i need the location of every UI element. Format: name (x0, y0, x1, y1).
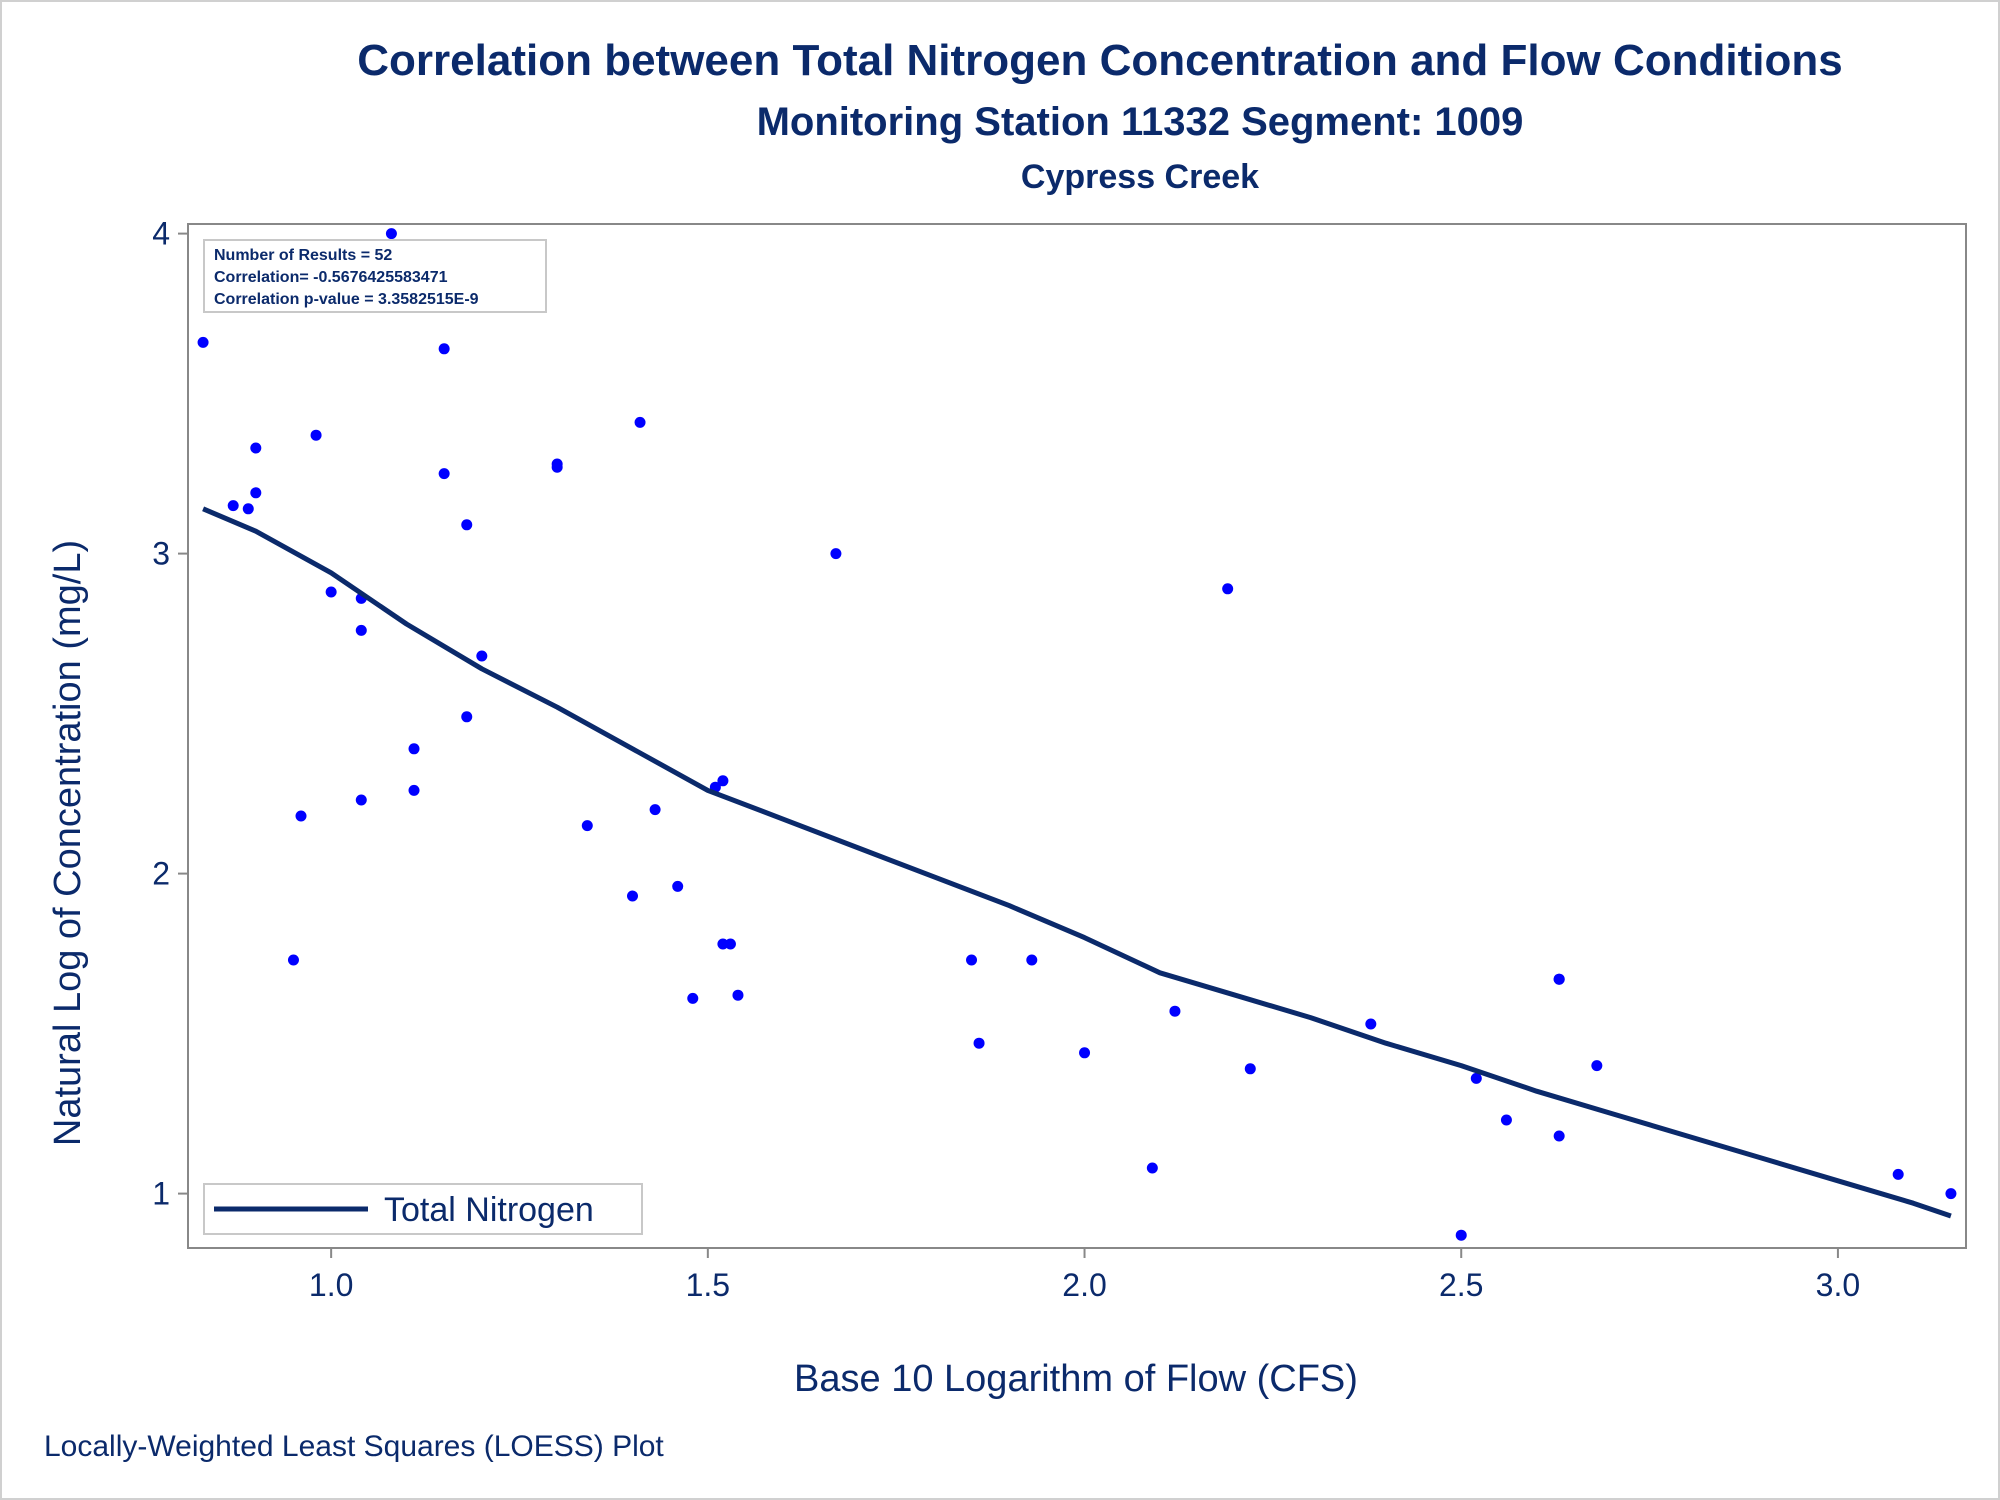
data-point (295, 810, 307, 822)
footnote: Locally-Weighted Least Squares (LOESS) P… (44, 1430, 664, 1463)
x-tick-label: 1.5 (686, 1267, 730, 1303)
stats-box: Number of Results = 52 Correlation= -0.5… (203, 239, 547, 313)
series-line-total-nitrogen (202, 506, 1952, 1219)
data-point (310, 429, 322, 441)
data-point (973, 1037, 985, 1049)
data-point (476, 650, 488, 662)
data-point (355, 794, 367, 806)
loess-line (202, 506, 1952, 1219)
data-point (1079, 1047, 1091, 1059)
x-tick-label: 2.0 (1062, 1267, 1106, 1303)
data-point (408, 784, 420, 796)
data-point (227, 500, 239, 512)
stats-box-frame (203, 239, 547, 313)
legend-label: Total Nitrogen (384, 1191, 594, 1229)
data-point (385, 228, 397, 240)
data-point (551, 461, 563, 473)
data-point (717, 775, 729, 787)
x-tick-label: 3.0 (1816, 1267, 1860, 1303)
plot-area-frame (187, 223, 1967, 1249)
data-point (649, 804, 661, 816)
chart-subtitle-secondary: Cypress Creek (1020, 158, 1260, 196)
data-point (250, 442, 262, 454)
data-point (1591, 1060, 1603, 1072)
data-point (581, 820, 593, 832)
legend: Total Nitrogen (203, 1183, 643, 1235)
data-point (197, 336, 209, 348)
data-point (1892, 1168, 1904, 1180)
data-point (242, 503, 254, 515)
data-point (687, 992, 699, 1004)
y-tick-label: 4 (152, 216, 170, 252)
chart-subtitle: Monitoring Station 11332 Segment: 1009 (756, 100, 1524, 144)
data-point (717, 938, 729, 950)
x-tick-label: 2.5 (1439, 1267, 1483, 1303)
data-point (1553, 973, 1565, 985)
data-point (1553, 1130, 1565, 1142)
stats-p-value: Correlation p-value = 3.3582515E-9 (214, 291, 479, 308)
data-points (197, 228, 1957, 1241)
data-point (1500, 1114, 1512, 1126)
data-point (461, 711, 473, 723)
y-tick-label: 3 (152, 536, 170, 572)
data-point (1222, 583, 1234, 595)
data-point (250, 487, 262, 499)
stats-correlation: Correlation= -0.5676425583471 (214, 269, 448, 286)
y-axis-title: Natural Log of Concentration (mg/L) (47, 540, 89, 1146)
data-point (724, 938, 736, 950)
x-tick-label: 1.0 (309, 1267, 353, 1303)
data-point (966, 954, 978, 966)
y-tick-label: 1 (152, 1176, 170, 1212)
data-point (287, 954, 299, 966)
data-point (438, 468, 450, 480)
data-point (355, 624, 367, 636)
data-point (830, 548, 842, 560)
data-point (1365, 1018, 1377, 1030)
data-point (438, 343, 450, 355)
data-point (1244, 1063, 1256, 1075)
data-point (408, 743, 420, 755)
chart-title: Correlation between Total Nitrogen Conce… (357, 36, 1843, 85)
data-point (1470, 1072, 1482, 1084)
stats-count: Number of Results = 52 (214, 247, 392, 264)
data-point (325, 586, 337, 598)
data-point (732, 989, 744, 1001)
data-point (1169, 1005, 1181, 1017)
data-point (672, 880, 684, 892)
x-axis-title: Base 10 Logarithm of Flow (CFS) (794, 1358, 1358, 1400)
data-point (1945, 1188, 1957, 1200)
data-point (461, 519, 473, 531)
data-point (1455, 1229, 1467, 1241)
data-point (1146, 1162, 1158, 1174)
data-point (634, 416, 646, 428)
y-tick-label: 2 (152, 856, 170, 892)
data-point (627, 890, 638, 902)
axes: 1.0 1.5 2.0 2.5 3.0 1 2 3 4 (152, 216, 1967, 1303)
data-point (1026, 954, 1038, 966)
